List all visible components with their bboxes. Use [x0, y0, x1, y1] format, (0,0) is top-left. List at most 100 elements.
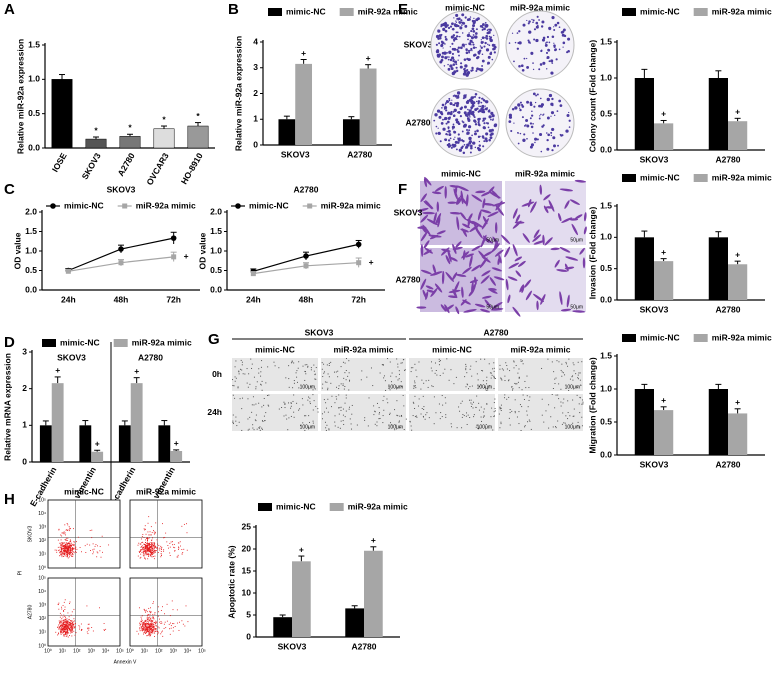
event: [60, 547, 62, 549]
event: [141, 628, 143, 629]
cell: [296, 376, 298, 378]
event: [66, 543, 68, 545]
cell: [414, 416, 416, 418]
cell: [235, 377, 237, 379]
event: [67, 552, 69, 553]
cell: [494, 249, 504, 257]
event: [73, 618, 75, 620]
colony: [526, 137, 528, 140]
event: [62, 605, 64, 607]
cell: [360, 379, 362, 381]
cell: [421, 225, 427, 233]
event: [181, 620, 183, 622]
cell: [579, 427, 581, 429]
event: [149, 544, 151, 546]
event: [66, 552, 68, 554]
cell: [508, 379, 510, 381]
colony: [516, 32, 519, 34]
cell: [261, 406, 263, 408]
colony: [474, 35, 477, 38]
colony: [539, 63, 543, 66]
event: [148, 537, 150, 539]
event: [146, 543, 148, 545]
colony: [532, 132, 534, 134]
event: [146, 538, 148, 540]
event: [156, 621, 158, 623]
event: [68, 622, 70, 623]
cell: [351, 428, 353, 430]
event: [150, 551, 152, 553]
colony: [481, 135, 485, 138]
cell: [314, 388, 316, 390]
event: [148, 629, 150, 631]
cell: [480, 234, 487, 248]
colony: [523, 57, 526, 60]
legend-swatch: [622, 174, 636, 182]
event: [72, 550, 74, 552]
cell: [440, 412, 442, 414]
colony: [472, 114, 475, 117]
cell: [522, 363, 524, 365]
cell: [465, 386, 467, 388]
cell: [328, 362, 330, 364]
event: [146, 628, 148, 629]
event: [155, 628, 157, 629]
cell: [499, 368, 501, 370]
cell: [514, 221, 525, 224]
event: [144, 631, 146, 632]
event: [146, 538, 148, 539]
event: [148, 626, 150, 628]
event: [64, 633, 66, 635]
cell: [322, 376, 324, 378]
cell: [382, 364, 384, 366]
event: [152, 556, 154, 558]
colony: [538, 104, 541, 108]
event: [92, 549, 94, 551]
cell: [544, 237, 553, 246]
cell: [481, 295, 492, 299]
row-label: 24h: [207, 407, 222, 417]
colony: [554, 23, 558, 27]
cell: [477, 210, 482, 221]
event: [63, 627, 65, 629]
event: [62, 624, 64, 626]
event: [154, 546, 156, 548]
event: [59, 546, 61, 548]
event: [67, 555, 69, 557]
cell: [564, 374, 566, 376]
event: [65, 621, 67, 623]
significance-mark: +: [661, 395, 666, 405]
cell: [447, 248, 452, 263]
cell: [542, 234, 545, 246]
event: [160, 556, 162, 558]
cell: [426, 412, 428, 414]
cell: [514, 412, 516, 414]
event: [92, 553, 94, 555]
cell: [431, 361, 433, 363]
event: [161, 606, 163, 608]
event: [68, 529, 70, 531]
cell: [291, 361, 293, 363]
event: [146, 615, 148, 617]
event: [58, 628, 60, 630]
cell: [518, 368, 520, 370]
event: [65, 620, 67, 622]
cell: [417, 207, 429, 212]
event: [69, 629, 71, 631]
colony: [482, 108, 485, 112]
cell: [381, 364, 383, 366]
colony: [553, 42, 555, 44]
cell: [439, 360, 441, 362]
cell: [521, 406, 523, 408]
group-label: A2780: [483, 327, 508, 337]
event: [63, 635, 65, 637]
cell: [290, 415, 292, 417]
y-tick-label: 0.0: [28, 142, 40, 152]
colony: [464, 96, 467, 99]
colony: [471, 134, 473, 137]
cell: [418, 361, 420, 363]
cell: [281, 407, 283, 409]
event: [59, 621, 61, 623]
event: [151, 552, 153, 554]
event: [70, 542, 72, 544]
